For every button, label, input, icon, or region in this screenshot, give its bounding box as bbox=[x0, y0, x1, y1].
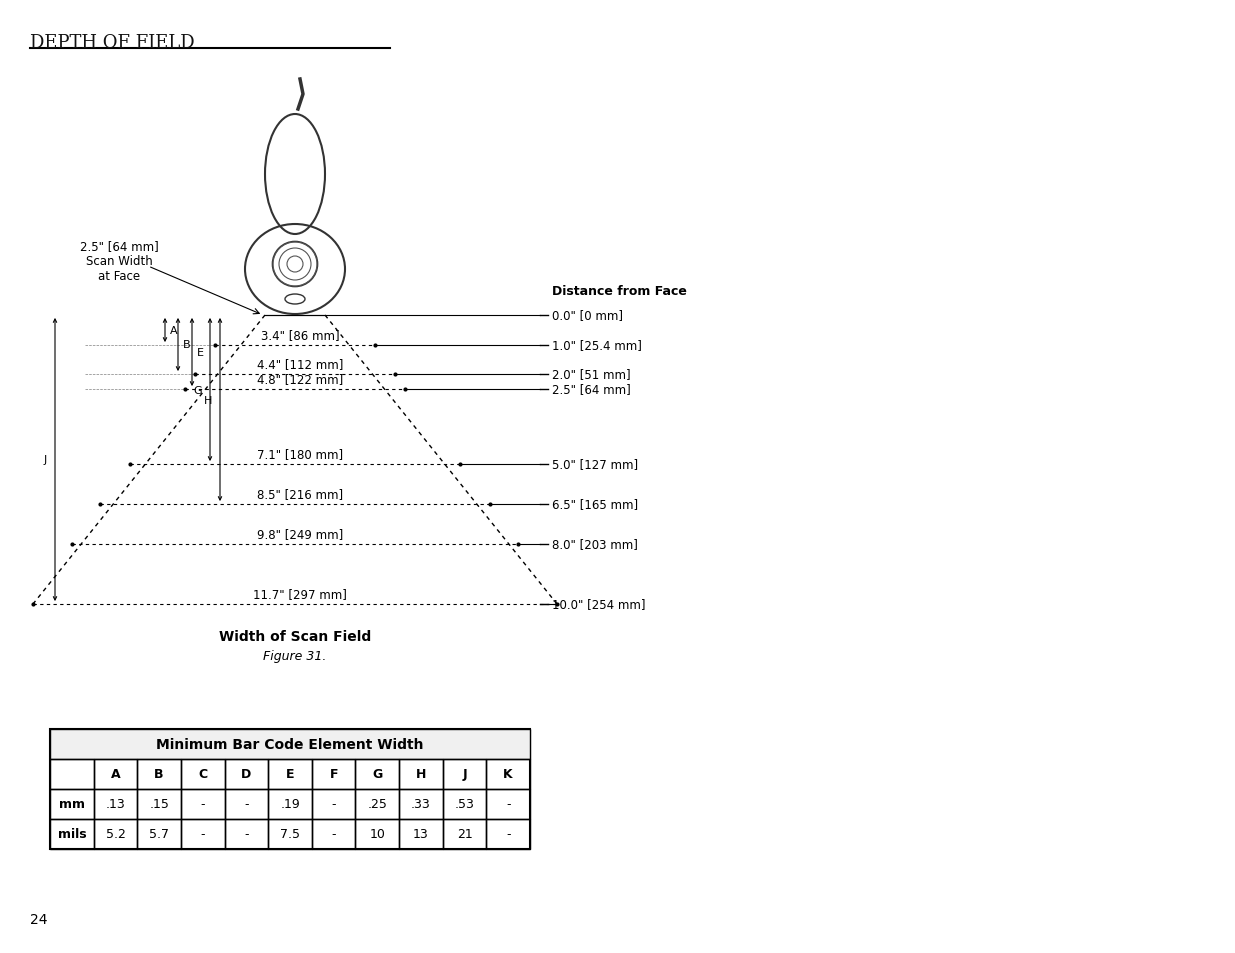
Text: 3.4" [86 mm]: 3.4" [86 mm] bbox=[261, 329, 340, 341]
Bar bbox=[356, 820, 399, 849]
Bar bbox=[225, 760, 268, 789]
Bar bbox=[268, 760, 311, 789]
Text: mm: mm bbox=[59, 798, 85, 811]
Text: E: E bbox=[198, 348, 204, 357]
Bar bbox=[442, 760, 487, 789]
Text: 2.5" [64 mm]
Scan Width
at Face: 2.5" [64 mm] Scan Width at Face bbox=[80, 240, 159, 283]
Text: .13: .13 bbox=[105, 798, 125, 811]
Bar bbox=[180, 789, 225, 820]
Bar bbox=[94, 760, 137, 789]
Text: 13: 13 bbox=[412, 827, 429, 841]
Text: D: D bbox=[241, 768, 252, 781]
Text: 9.8" [249 mm]: 9.8" [249 mm] bbox=[257, 527, 343, 540]
Text: 7.1" [180 mm]: 7.1" [180 mm] bbox=[257, 448, 343, 460]
Text: H: H bbox=[204, 395, 212, 405]
Text: Width of Scan Field: Width of Scan Field bbox=[219, 629, 372, 643]
Text: G: G bbox=[372, 768, 383, 781]
Text: Figure 31.: Figure 31. bbox=[263, 649, 327, 662]
Bar bbox=[399, 760, 442, 789]
Text: mils: mils bbox=[58, 827, 86, 841]
Text: -: - bbox=[331, 798, 336, 811]
Bar bbox=[399, 789, 442, 820]
Text: Distance from Face: Distance from Face bbox=[552, 285, 687, 297]
Bar bbox=[49, 729, 530, 760]
Text: 4.4" [112 mm]: 4.4" [112 mm] bbox=[257, 357, 343, 371]
Bar bbox=[137, 820, 180, 849]
Bar bbox=[180, 760, 225, 789]
Text: 10: 10 bbox=[369, 827, 385, 841]
Text: 10.0" [254 mm]: 10.0" [254 mm] bbox=[552, 598, 646, 611]
Text: 5.7: 5.7 bbox=[149, 827, 169, 841]
Text: 2.0" [51 mm]: 2.0" [51 mm] bbox=[552, 368, 631, 381]
Bar bbox=[49, 789, 94, 820]
Bar bbox=[137, 760, 180, 789]
Bar bbox=[442, 789, 487, 820]
Text: J: J bbox=[462, 768, 467, 781]
Bar bbox=[49, 729, 530, 849]
Text: 21: 21 bbox=[457, 827, 473, 841]
Text: H: H bbox=[416, 768, 426, 781]
Text: 6.5" [165 mm]: 6.5" [165 mm] bbox=[552, 498, 638, 511]
Bar bbox=[137, 789, 180, 820]
Bar bbox=[268, 789, 311, 820]
Bar bbox=[487, 789, 530, 820]
Text: -: - bbox=[506, 827, 510, 841]
Bar bbox=[487, 760, 530, 789]
Text: -: - bbox=[245, 798, 248, 811]
Text: DEPTH OF FIELD: DEPTH OF FIELD bbox=[30, 34, 195, 52]
Text: G: G bbox=[194, 385, 203, 395]
Bar bbox=[268, 820, 311, 849]
Text: 5.0" [127 mm]: 5.0" [127 mm] bbox=[552, 458, 638, 471]
Bar bbox=[311, 789, 356, 820]
Bar bbox=[356, 760, 399, 789]
Bar bbox=[225, 789, 268, 820]
Bar bbox=[311, 760, 356, 789]
Text: 4.8" [122 mm]: 4.8" [122 mm] bbox=[257, 373, 343, 386]
Text: B: B bbox=[183, 340, 190, 350]
Text: A: A bbox=[170, 326, 178, 335]
Text: .53: .53 bbox=[454, 798, 474, 811]
Text: 2.5" [64 mm]: 2.5" [64 mm] bbox=[552, 383, 631, 396]
Bar bbox=[442, 820, 487, 849]
Bar bbox=[94, 820, 137, 849]
Text: 1.0" [25.4 mm]: 1.0" [25.4 mm] bbox=[552, 339, 642, 352]
Text: 0.0" [0 mm]: 0.0" [0 mm] bbox=[552, 309, 622, 322]
Text: -: - bbox=[245, 827, 248, 841]
Text: 11.7" [297 mm]: 11.7" [297 mm] bbox=[253, 587, 347, 600]
Text: A: A bbox=[111, 768, 120, 781]
Text: -: - bbox=[331, 827, 336, 841]
Text: C: C bbox=[198, 768, 207, 781]
Text: .15: .15 bbox=[149, 798, 169, 811]
Bar bbox=[311, 820, 356, 849]
Text: .25: .25 bbox=[367, 798, 388, 811]
Bar bbox=[49, 760, 94, 789]
Text: .19: .19 bbox=[280, 798, 300, 811]
Bar bbox=[49, 820, 94, 849]
Bar bbox=[94, 789, 137, 820]
Text: 8.0" [203 mm]: 8.0" [203 mm] bbox=[552, 537, 637, 551]
Bar bbox=[356, 789, 399, 820]
Text: .33: .33 bbox=[411, 798, 431, 811]
Text: J: J bbox=[43, 455, 47, 465]
Text: E: E bbox=[285, 768, 294, 781]
Text: -: - bbox=[200, 798, 205, 811]
Text: Minimum Bar Code Element Width: Minimum Bar Code Element Width bbox=[157, 738, 424, 751]
Text: B: B bbox=[154, 768, 164, 781]
Text: 8.5" [216 mm]: 8.5" [216 mm] bbox=[257, 488, 343, 500]
Text: -: - bbox=[506, 798, 510, 811]
Bar bbox=[180, 820, 225, 849]
Text: K: K bbox=[504, 768, 513, 781]
Text: -: - bbox=[200, 827, 205, 841]
Text: 5.2: 5.2 bbox=[105, 827, 126, 841]
Text: 7.5: 7.5 bbox=[280, 827, 300, 841]
Bar bbox=[225, 820, 268, 849]
Text: 24: 24 bbox=[30, 912, 47, 926]
Bar bbox=[399, 820, 442, 849]
Bar bbox=[487, 820, 530, 849]
Text: F: F bbox=[330, 768, 338, 781]
